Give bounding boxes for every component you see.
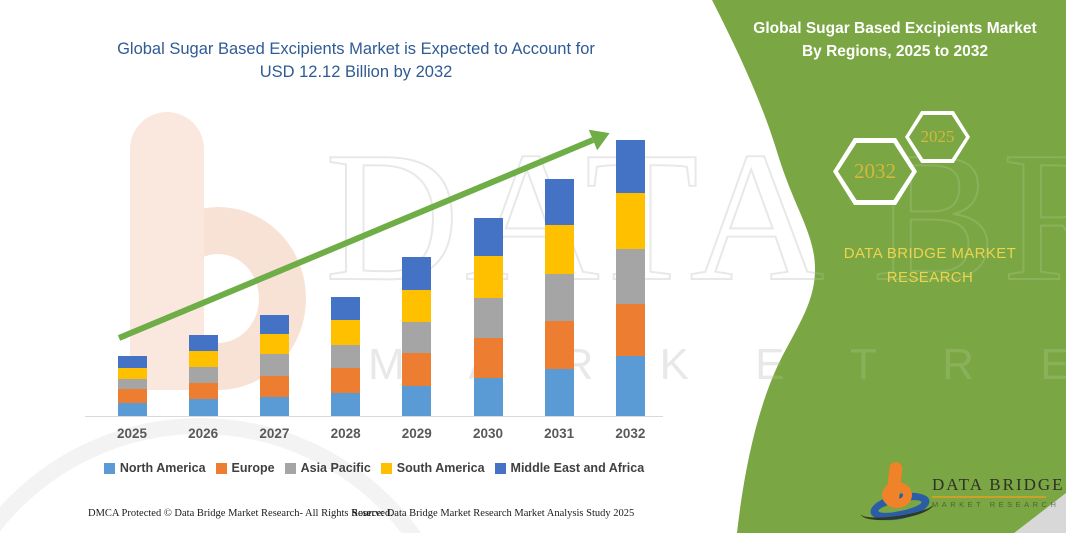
bar-segment (188, 383, 218, 400)
bar-segment (117, 356, 147, 369)
bar-segment (615, 193, 645, 250)
bar-segment (188, 335, 218, 352)
bar-2032 (615, 139, 645, 416)
bar-segment (473, 377, 503, 416)
x-axis-labels: 2025 2026 2027 2028 2029 2030 2031 2032 (85, 426, 663, 446)
panel-title: Global Sugar Based Excipients Market By … (730, 17, 1060, 63)
bar-segment (615, 356, 645, 416)
trend-arrow-icon (117, 129, 610, 341)
bar-segment (544, 224, 574, 275)
bar-segment (402, 353, 432, 387)
x-axis-label: 2026 (188, 426, 219, 441)
bar-segment (117, 389, 147, 403)
hexagon-2025: 2025 (905, 111, 970, 163)
bar-segment (259, 375, 289, 397)
bar-segment (331, 319, 361, 345)
chart-title-line1: Global Sugar Based Excipients Market is … (117, 40, 595, 58)
bar-segment (331, 392, 361, 416)
bar-segment (402, 257, 432, 291)
legend-item: North America (103, 461, 206, 475)
bar-segment (259, 333, 289, 354)
bar-segment (544, 274, 574, 322)
legend-label: Middle East and Africa (510, 461, 645, 475)
bar-segment (473, 297, 503, 338)
bar-segment (259, 353, 289, 376)
bar-segment (402, 290, 432, 323)
legend-label: South America (396, 461, 485, 475)
bar-segment (331, 367, 361, 393)
x-axis-label: 2028 (330, 426, 361, 441)
bar-segment (259, 315, 289, 334)
x-axis-label: 2032 (615, 426, 646, 441)
legend-label: Asia Pacific (300, 461, 371, 475)
x-axis-label: 2025 (116, 426, 148, 441)
bar-2025 (117, 356, 147, 416)
brand-name-line2: RESEARCH (886, 269, 974, 286)
brand-name-text: DATA BRIDGE MARKET RESEARCH (780, 242, 1066, 290)
legend-label: Europe (231, 461, 275, 475)
bar-segment (259, 396, 289, 416)
chart-title-line2: USD 12.12 Billion by 2032 (259, 63, 453, 81)
x-axis-label: 2029 (401, 426, 432, 441)
hexagon-year-label: 2032 (854, 159, 896, 183)
bar-2027 (259, 315, 289, 416)
bar-2030 (473, 218, 503, 416)
bar-segment (473, 256, 503, 298)
legend-item: Asia Pacific (284, 461, 371, 475)
footer-source-text: Source: Data Bridge Market Research Mark… (352, 508, 635, 519)
x-axis-label: 2031 (544, 426, 575, 441)
legend-label: North America (119, 461, 206, 475)
bar-segment (117, 368, 147, 379)
brand-name-line1: DATA BRIDGE MARKET (843, 245, 1017, 262)
legend-swatch-icon (215, 462, 227, 474)
legend-swatch-icon (103, 462, 115, 474)
bar-segment (544, 321, 574, 370)
chart-plot (85, 118, 663, 417)
bar-segment (615, 304, 645, 356)
hexagon-2032: 2032 (833, 138, 917, 205)
bar-segment (402, 322, 432, 354)
legend-swatch-icon (494, 462, 506, 474)
bar-segment (473, 218, 503, 257)
bar-2031 (544, 179, 574, 416)
bar-segment (331, 297, 361, 320)
legend-item: South America (380, 461, 485, 475)
bar-segment (188, 399, 218, 416)
logo-subtext: MARKET RESEARCH (932, 500, 1060, 509)
footer-dmca-text: DMCA Protected © Data Bridge Market Rese… (88, 508, 393, 519)
bar-segment (331, 344, 361, 368)
panel-title-line1: Global Sugar Based Excipients Market (753, 20, 1037, 37)
x-axis-label: 2027 (259, 426, 290, 441)
bar-segment (117, 403, 147, 416)
bar-segment (544, 369, 574, 416)
logo-wordmark: DATA BRIDGE (932, 475, 1065, 494)
bar-segment (188, 367, 218, 384)
bar-segment (615, 249, 645, 304)
bar-2026 (188, 335, 218, 416)
bar-segment (402, 386, 432, 416)
legend-item: Europe (215, 461, 275, 475)
bar-2028 (331, 297, 361, 416)
bar-segment (615, 139, 645, 194)
bar-segment (544, 179, 574, 225)
bar-segment (473, 337, 503, 378)
legend-item: Middle East and Africa (494, 461, 645, 475)
hexagon-year-label: 2025 (920, 127, 955, 146)
x-axis-label: 2030 (472, 426, 504, 441)
chart-legend: North America Europe Asia Pacific South Ame… (85, 461, 663, 475)
logo-underline (932, 496, 1046, 498)
legend-swatch-icon (380, 462, 392, 474)
chart-title: Global Sugar Based Excipients Market is … (0, 38, 712, 84)
bar-2029 (402, 257, 432, 416)
panel-title-line2: By Regions, 2025 to 2032 (801, 43, 989, 60)
dbmr-logo: DATA BRIDGE MARKET RESEARCH (870, 462, 1060, 522)
bar-segment (117, 378, 147, 390)
legend-swatch-icon (284, 462, 296, 474)
bar-segment (188, 351, 218, 368)
